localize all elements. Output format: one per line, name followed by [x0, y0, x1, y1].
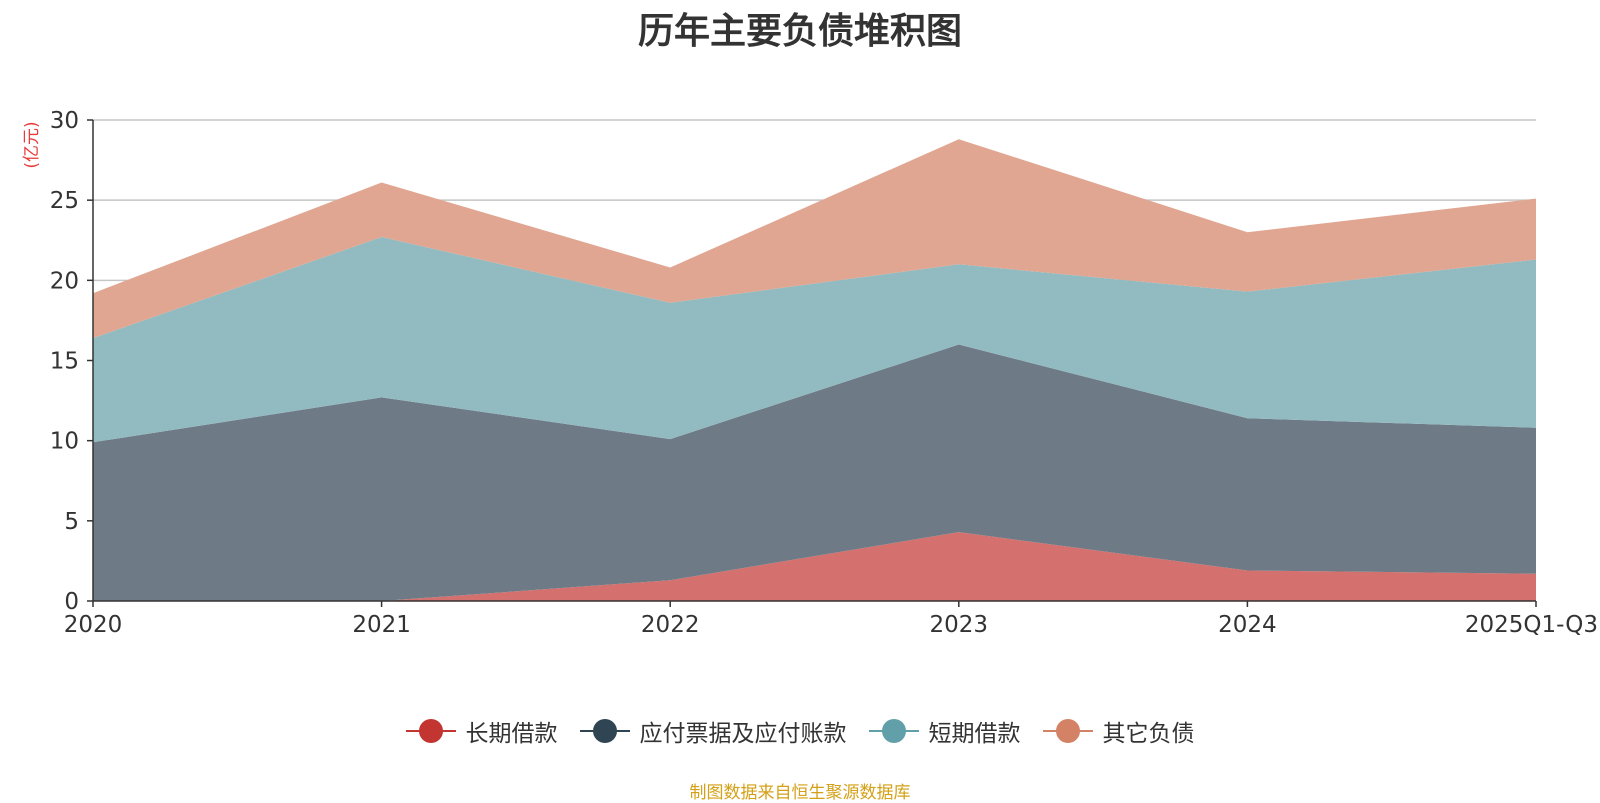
legend: 长期借款 应付票据及应付账款 短期借款 其它负债	[0, 714, 1600, 748]
y-tick-label: 0	[64, 589, 79, 615]
y-tick-label: 5	[64, 509, 79, 535]
y-tick-label: 30	[50, 108, 79, 134]
legend-marker-icon	[1042, 718, 1093, 744]
legend-marker-icon	[405, 718, 456, 744]
x-tick-label: 2021	[352, 612, 411, 638]
y-tick-label: 25	[50, 188, 79, 214]
x-tick-label: 2020	[64, 612, 123, 638]
axes: 0 5 10 15 20 25 30 2020 2021 2022 2023 2024 2025Q1-Q…	[50, 108, 1598, 638]
legend-marker-icon	[868, 718, 919, 744]
x-tick-label: 2024	[1218, 612, 1277, 638]
area-series	[93, 139, 1536, 601]
area-3	[93, 237, 1536, 443]
legend-label: 长期借款	[465, 721, 558, 747]
x-tick-label: 2022	[641, 612, 700, 638]
legend-marker-icon	[579, 718, 630, 744]
area-4	[93, 139, 1536, 339]
legend-item-4[interactable]: 其它负债	[1042, 714, 1195, 748]
legend-label: 应付票据及应付账款	[639, 721, 847, 747]
legend-item-1[interactable]: 长期借款	[405, 714, 558, 748]
area-1	[93, 532, 1536, 601]
area-2	[93, 344, 1536, 601]
source-note: 制图数据来自恒生聚源数据库	[689, 783, 911, 803]
y-tick-label: 10	[50, 429, 79, 455]
legend-item-3[interactable]: 短期借款	[868, 714, 1021, 748]
y-tick-label: 20	[50, 268, 79, 294]
y-tick-label: 15	[50, 349, 79, 375]
legend-label: 短期借款	[928, 721, 1021, 747]
legend-item-2[interactable]: 应付票据及应付账款	[579, 714, 847, 748]
x-tick-label: 2023	[930, 612, 989, 638]
x-tick-label: 2025Q1-Q3	[1465, 612, 1598, 638]
y-axis-unit-label: (亿元)	[22, 121, 42, 168]
legend-label: 其它负债	[1102, 721, 1195, 747]
chart-title: 历年主要负债堆积图	[637, 11, 962, 52]
